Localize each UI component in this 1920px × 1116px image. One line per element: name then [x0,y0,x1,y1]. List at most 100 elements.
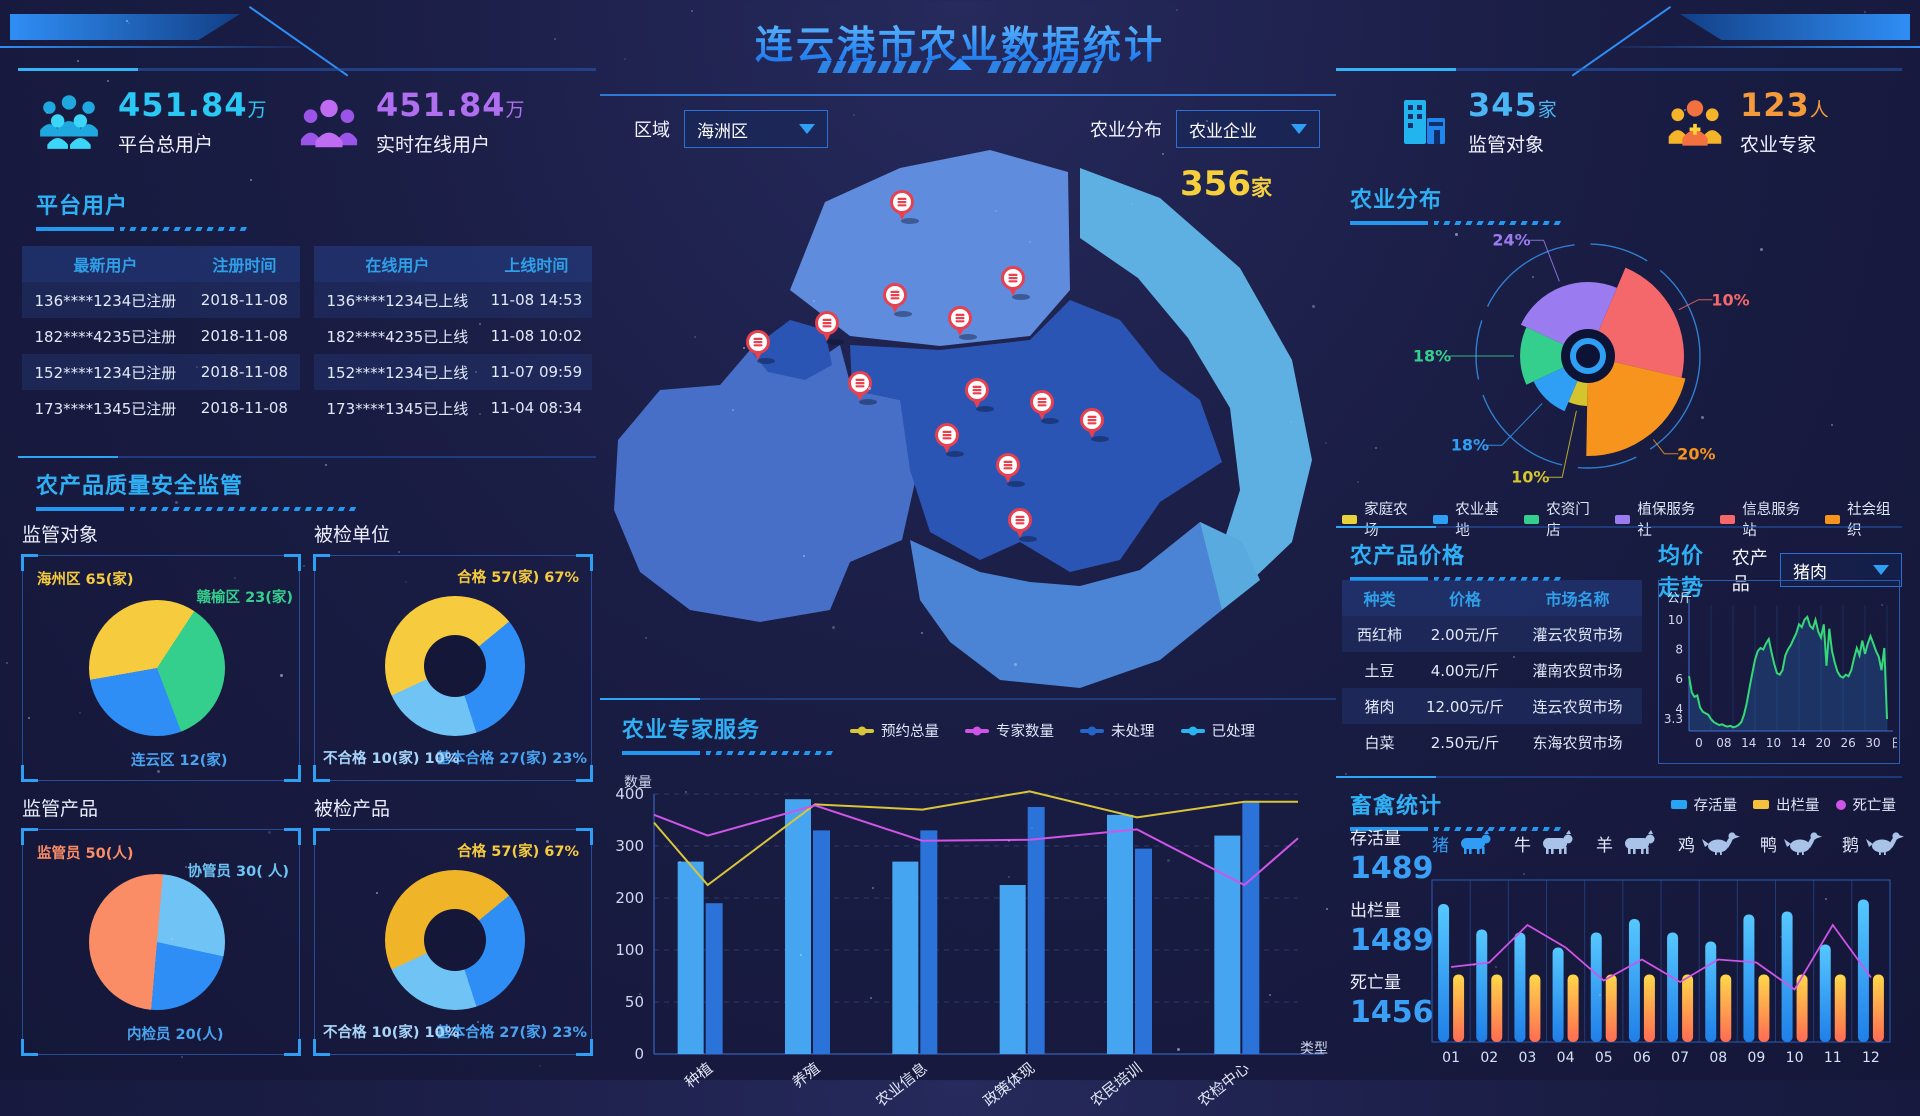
livestock-stat-value: 1489 [1350,851,1434,886]
stat-supervised-label: 监管对象 [1468,130,1558,157]
legend-item[interactable]: 出栏量 [1753,794,1820,815]
column-header: 上线时间 [481,252,592,276]
svg-text:04: 04 [1557,1050,1575,1066]
svg-text:种植: 种植 [681,1059,716,1092]
animal-name: 鸭 [1760,831,1777,856]
table-row: 182****4235已注册 2018-11-08 [22,318,300,354]
map-topline [600,94,1336,96]
animal-tab-duck[interactable]: 鸭 [1760,830,1832,856]
column-header: 最新用户 [22,252,189,276]
right-panel-topline [1336,68,1902,71]
table-cell: 136****1234已上线 [314,290,481,311]
online-users-icon [298,93,360,151]
legend-swatch [1524,515,1539,524]
legend-item[interactable]: 农资门店 [1524,498,1601,540]
rose-pct-label: 24% [1492,231,1530,250]
table-header: 种类 价格 市场名称 [1342,580,1642,616]
chevron-down-icon [799,124,815,134]
chevron-down-icon [1291,124,1307,134]
table-cell: 白菜 [1342,732,1417,753]
price-trend-chart: 公斤 108643.3008141014202630日期 [1658,580,1900,764]
chicken-icon [1701,830,1741,856]
svg-text:日期: 日期 [1891,736,1897,750]
svg-text:06: 06 [1633,1050,1651,1066]
svg-text:养殖: 养殖 [789,1059,824,1092]
legend-item[interactable]: 存活量 [1671,794,1738,815]
legend-item[interactable]: 农业基地 [1433,498,1510,540]
online-users-table: 在线用户 上线时间 136****1234已上线 11-08 14:53 182****… [314,246,592,426]
svg-text:400: 400 [615,786,644,803]
animal-name: 鸡 [1678,831,1695,856]
legend-item[interactable]: 死亡量 [1836,794,1897,815]
table-row: 182****4235已上线 11-08 10:02 [314,318,592,354]
animal-tab-sheep[interactable]: 羊 [1596,830,1668,856]
expert-divider [600,698,1336,700]
table-row: 173****1345已注册 2018-11-08 [22,390,300,426]
svg-text:10: 10 [1668,613,1683,627]
legend-label: 社会组织 [1847,498,1902,540]
legend-item[interactable]: 已处理 [1181,720,1256,741]
legend-item[interactable]: 植保服务社 [1615,498,1706,540]
legend-item[interactable]: 预约总量 [850,720,939,741]
newest-users-table: 最新用户 注册时间 136****1234已注册 2018-11-08 182****4… [22,246,300,426]
animal-name: 牛 [1514,831,1531,856]
table-row: 土豆 4.00元/斤 灌南农贸市场 [1342,652,1642,688]
table-cell: 连云农贸市场 [1513,696,1642,717]
stat-total-users: 451.84万 平台总用户 [36,86,268,157]
table-cell: 2.50元/斤 [1417,732,1513,753]
region-map [600,140,1336,700]
table-cell: 136****1234已注册 [22,290,189,311]
svg-text:03: 03 [1519,1050,1537,1066]
svg-text:0: 0 [1695,736,1703,750]
stat-supervised-value: 345 [1468,86,1538,124]
animal-selector-row: 猪牛 羊鸡 鸭 鹅 [1432,830,1914,856]
table-cell: 152****1234已注册 [22,362,189,383]
table-cell: 11-08 14:53 [481,291,592,309]
legend-label: 预约总量 [881,720,939,741]
legend-item[interactable]: 社会组织 [1825,498,1902,540]
svg-text:20: 20 [1816,736,1831,750]
table-cell: 11-08 10:02 [481,327,592,345]
table-cell: 2018-11-08 [189,291,300,309]
table-row: 白菜 2.50元/斤 东海农贸市场 [1342,724,1642,760]
pie-slice-label: 合格 57(家) 67% [457,840,579,861]
table-row: 173****1345已上线 11-04 08:34 [314,390,592,426]
svg-text:6: 6 [1675,672,1683,686]
legend-item[interactable]: 专家数量 [965,720,1054,741]
table-row: 136****1234已注册 2018-11-08 [22,282,300,318]
legend-item[interactable]: 未处理 [1080,720,1155,741]
stat-total-users-value: 451.84 [118,86,247,124]
animal-tab-chicken[interactable]: 鸡 [1678,830,1750,856]
pie-slice-label: 监管员 50(人) [37,842,133,863]
legend-item[interactable]: 家庭农场 [1342,498,1419,540]
pie-slice-label: 海州区 65(家) [37,568,133,589]
table-cell: 2018-11-08 [189,363,300,381]
animal-tab-pig[interactable]: 猪 [1432,830,1504,856]
svg-text:14: 14 [1791,736,1806,750]
animal-tab-cattle[interactable]: 牛 [1514,830,1586,856]
building-icon [1396,94,1452,150]
legend-swatch [1181,729,1205,733]
svg-text:08: 08 [1716,736,1731,750]
chart-subtitle: 被检产品 [314,794,592,821]
svg-text:26: 26 [1841,736,1856,750]
table-cell: 11-07 09:59 [481,363,592,381]
table-cell: 东海农贸市场 [1513,732,1642,753]
legend-swatch [1836,800,1846,810]
distribution-section-title: 农业分布 [1350,182,1570,225]
svg-text:30: 30 [1865,736,1880,750]
title-underline-decor [622,751,842,755]
table-row: 西红柿 2.00元/斤 灌云农贸市场 [1342,616,1642,652]
legend-item[interactable]: 信息服务站 [1720,498,1811,540]
goose-icon [1865,830,1905,856]
pie-slice-label: 合格 57(家) 67% [457,566,579,587]
animal-tab-goose[interactable]: 鹅 [1842,830,1914,856]
svg-text:08: 08 [1709,1050,1727,1066]
pie-slice-label: 内检员 20(人) [127,1023,223,1044]
cattle-icon [1537,830,1577,856]
stat-online-users-label: 实时在线用户 [376,130,526,157]
svg-text:农检中心: 农检中心 [1194,1059,1252,1110]
sheep-icon [1619,830,1659,856]
expert-section-title: 农业专家服务 [622,712,842,755]
users-group-icon [36,93,102,151]
